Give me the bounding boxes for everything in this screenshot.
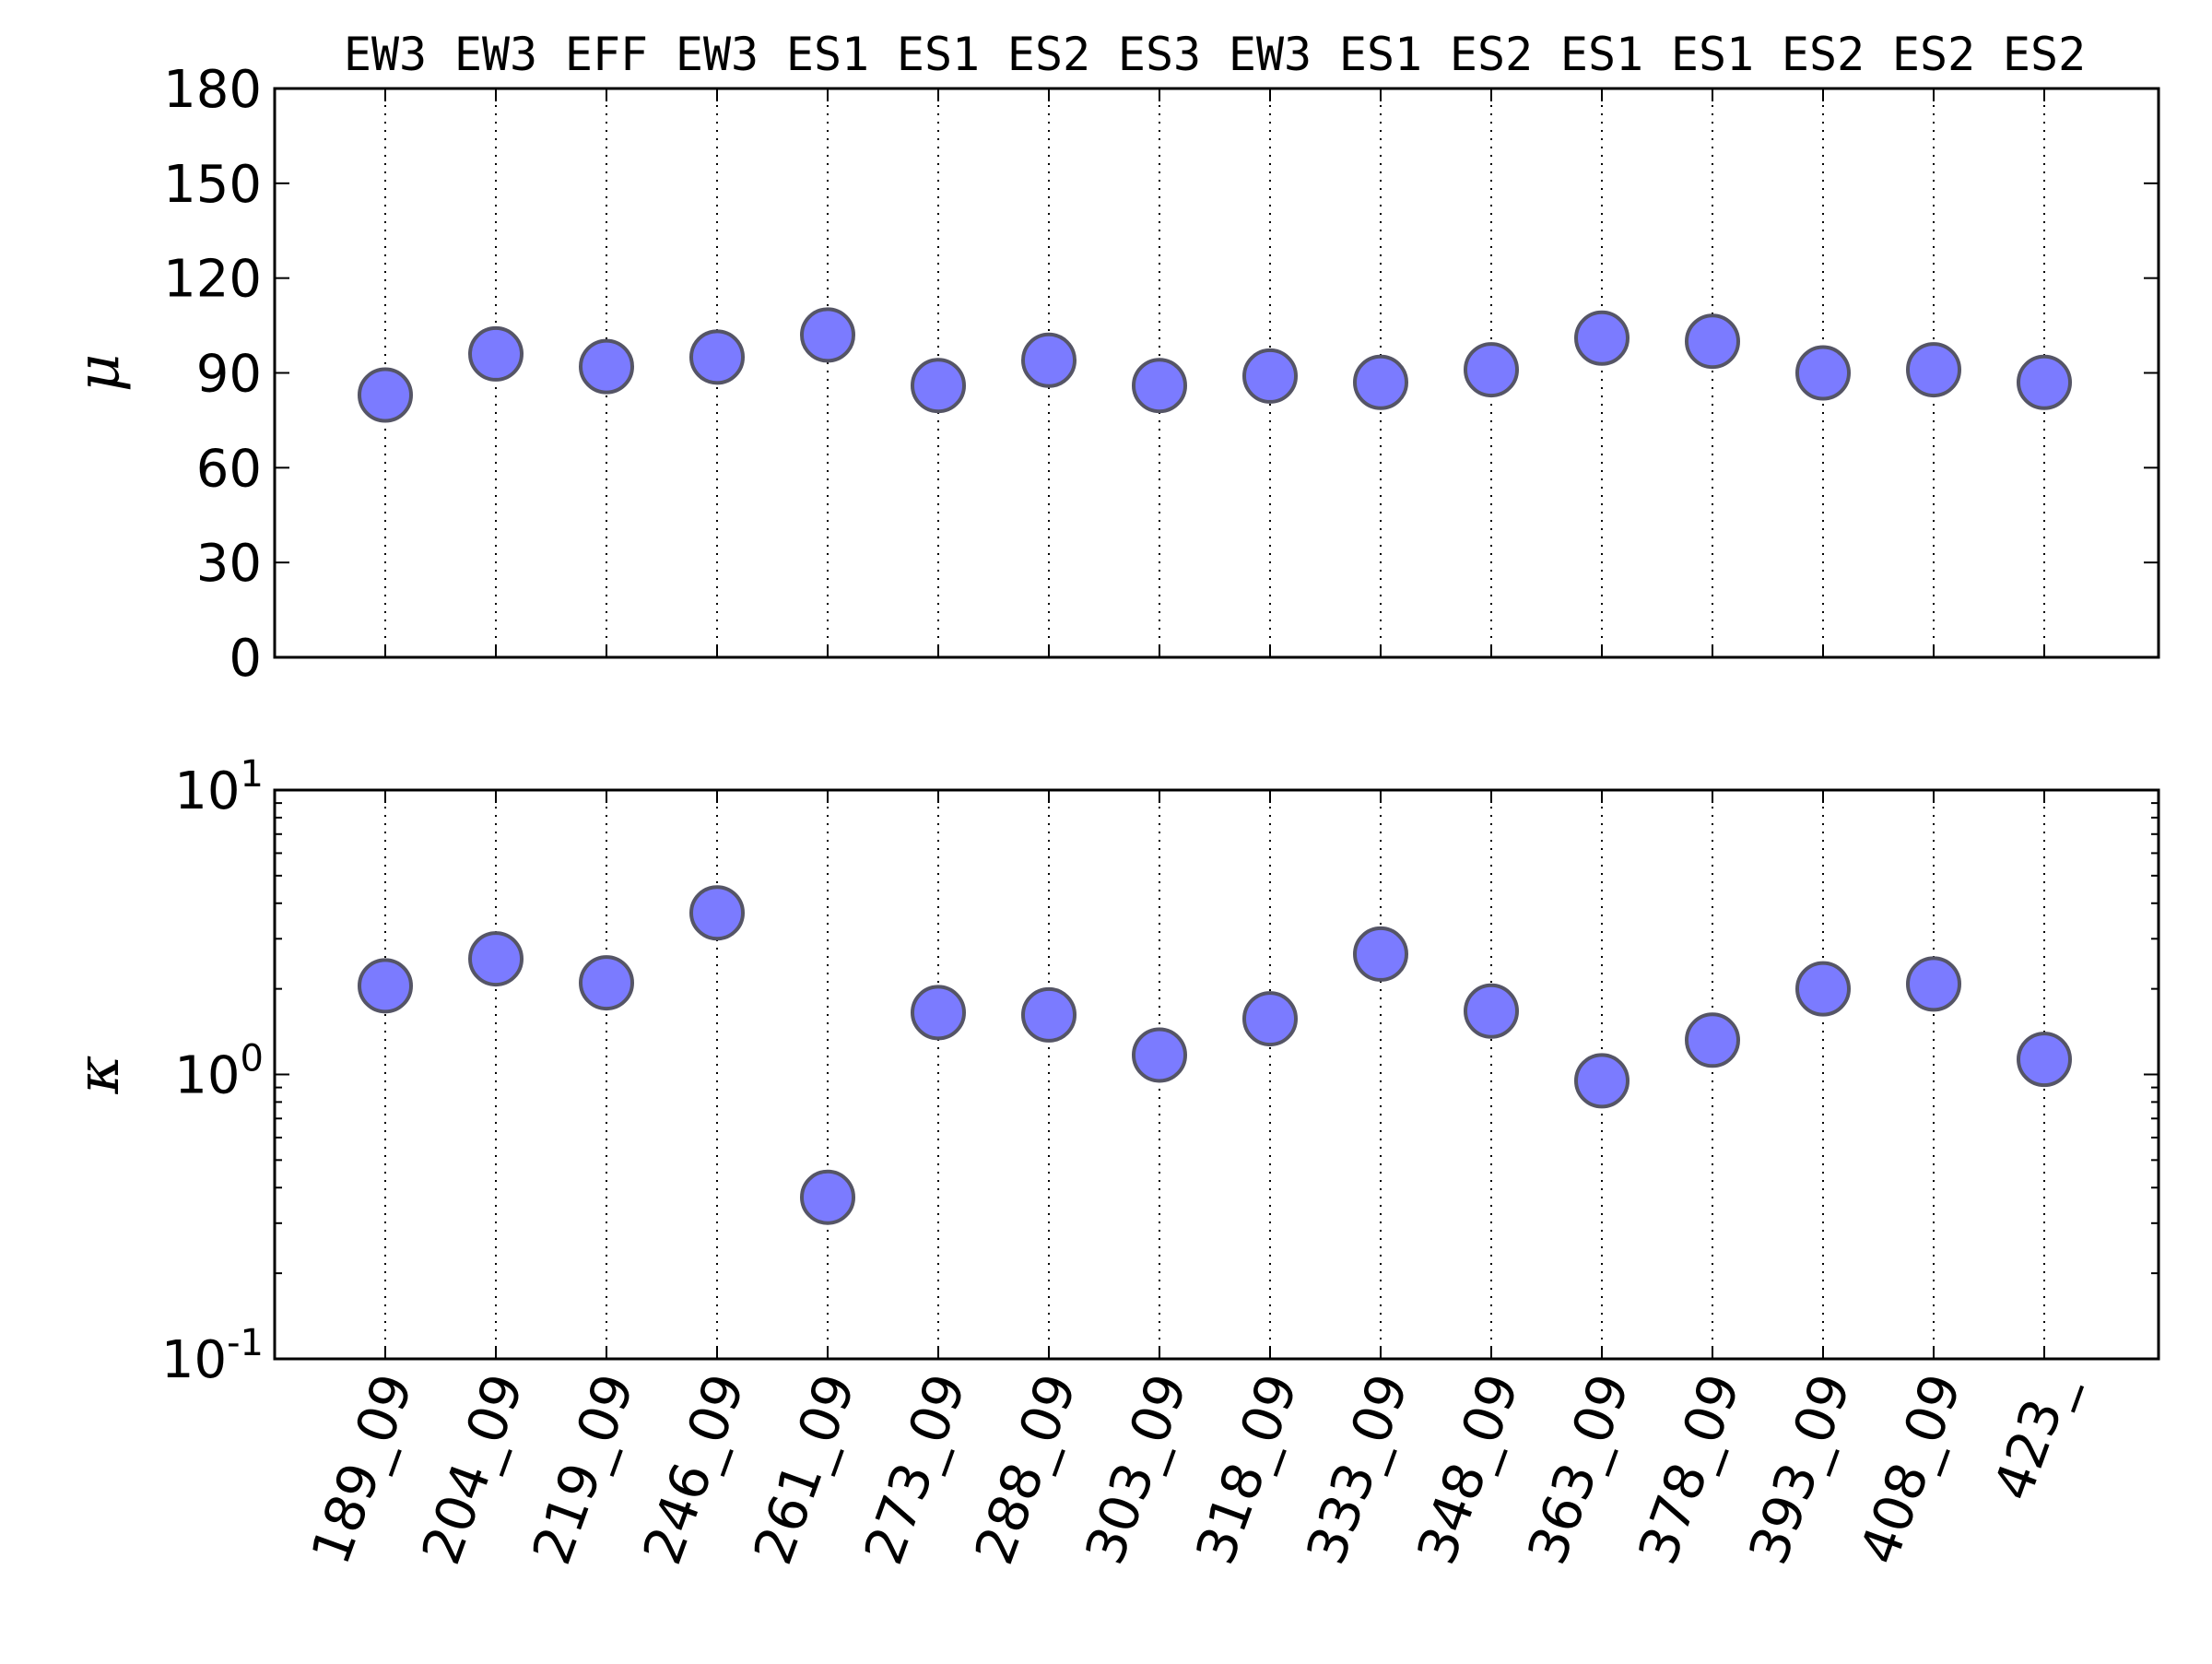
x-tick-label: 303_09 xyxy=(1073,1366,1199,1573)
top-label: EW3 xyxy=(676,28,759,81)
data-point xyxy=(911,358,966,414)
x-tick-label: 318_09 xyxy=(1183,1366,1310,1573)
top-label: ES2 xyxy=(1450,28,1533,81)
y-tick-label: 90 xyxy=(196,345,262,405)
plot-frame xyxy=(273,788,2160,1361)
x-tick-label: 288_09 xyxy=(962,1366,1088,1573)
y-tick-label-exp: 1 xyxy=(241,753,264,796)
data-point xyxy=(1574,1053,1630,1109)
top-label: EW3 xyxy=(344,28,427,81)
y-tick-label-exp: -1 xyxy=(227,1322,264,1364)
y-tick-label: 120 xyxy=(163,250,262,310)
x-tick-label: 204_09 xyxy=(409,1366,535,1573)
y-tick-label: 30 xyxy=(196,534,262,594)
x-tick-label: 189_09 xyxy=(299,1366,425,1573)
top-label: ES2 xyxy=(1782,28,1865,81)
x-tick-label: 363_09 xyxy=(1515,1366,1641,1573)
data-point xyxy=(1685,1012,1740,1068)
data-point xyxy=(1906,342,1961,398)
data-point xyxy=(358,367,413,423)
data-point xyxy=(1132,358,1187,414)
top-label: ES2 xyxy=(2003,28,2086,81)
y-tick-label: 101 xyxy=(174,753,264,821)
data-point xyxy=(2017,1032,2072,1088)
data-point xyxy=(2017,354,2072,410)
data-point xyxy=(689,885,745,941)
y-tick-label: 60 xyxy=(196,439,262,499)
y-tick-label-exp: 0 xyxy=(241,1038,264,1080)
top-label: ES1 xyxy=(1671,28,1754,81)
data-point xyxy=(1464,983,1519,1039)
y-tick-label: 10-1 xyxy=(161,1322,264,1390)
data-point xyxy=(800,307,855,363)
panel-mu: 0 30 60 90 120 150 180 μ xyxy=(65,60,2160,689)
data-point xyxy=(1021,332,1077,388)
data-point xyxy=(579,955,634,1011)
data-point xyxy=(1242,348,1298,404)
data-point xyxy=(1906,956,1961,1012)
x-tick-label: 246_09 xyxy=(630,1366,757,1573)
data-point xyxy=(1685,313,1740,370)
plot-frame xyxy=(273,87,2160,659)
data-point xyxy=(468,325,524,382)
top-label: ES1 xyxy=(786,28,869,81)
top-label: ES1 xyxy=(1560,28,1643,81)
x-tick-label: 393_09 xyxy=(1736,1366,1863,1573)
data-point xyxy=(800,1169,855,1225)
y-tick-label: 150 xyxy=(163,155,262,215)
data-point xyxy=(358,958,413,1014)
y-axis-label: κ xyxy=(65,1055,133,1094)
y-tick-label: 100 xyxy=(174,1038,264,1106)
data-point xyxy=(1464,342,1519,398)
data-point xyxy=(1353,354,1408,410)
data-point xyxy=(1242,991,1298,1047)
data-point xyxy=(1021,986,1077,1043)
data-point xyxy=(1795,345,1851,401)
y-tick-label: 180 xyxy=(163,60,262,120)
data-point xyxy=(1132,1027,1187,1083)
x-tick-label: 273_09 xyxy=(852,1366,978,1573)
top-label: ES3 xyxy=(1118,28,1201,81)
top-label: EW3 xyxy=(1229,28,1312,81)
x-tick-label: 333_09 xyxy=(1294,1366,1420,1573)
top-label: ES2 xyxy=(1007,28,1090,81)
data-point xyxy=(911,985,966,1041)
x-tick-label: 348_09 xyxy=(1405,1366,1531,1573)
y-tick-label-base: 10 xyxy=(174,761,240,821)
x-tick-label: 378_09 xyxy=(1626,1366,1752,1573)
top-label: ES2 xyxy=(1892,28,1975,81)
y-tick-label-base: 10 xyxy=(174,1046,240,1106)
data-point xyxy=(579,338,634,395)
data-point xyxy=(689,329,745,385)
data-point xyxy=(1574,310,1630,366)
x-tick-label: 261_09 xyxy=(741,1366,867,1573)
x-tick-label: 408_09 xyxy=(1847,1366,1973,1573)
y-tick-label-base: 10 xyxy=(161,1330,227,1390)
data-point xyxy=(468,931,524,987)
top-label: EFF xyxy=(565,28,648,81)
y-tick-label: 0 xyxy=(229,629,262,689)
top-label: EW3 xyxy=(454,28,537,81)
y-axis-label: μ xyxy=(65,354,133,393)
top-label: ES1 xyxy=(1339,28,1422,81)
data-point xyxy=(1795,961,1851,1017)
top-label: ES1 xyxy=(897,28,980,81)
data-point xyxy=(1353,926,1408,982)
x-tick-label: 423_ xyxy=(1981,1365,2084,1508)
x-tick-label: 219_09 xyxy=(520,1366,646,1573)
